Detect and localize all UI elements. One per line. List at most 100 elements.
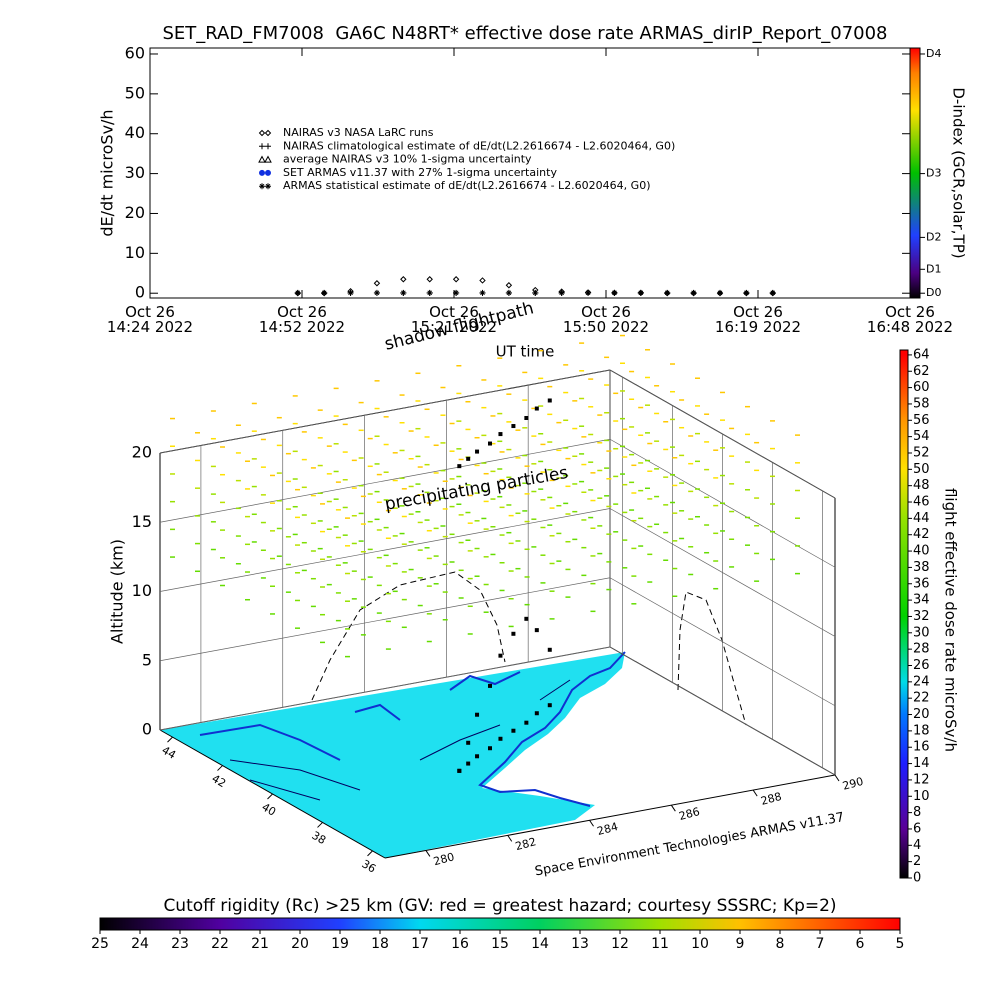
colorbar-tick-label: 5: [896, 936, 905, 952]
colorbar-tick-label: 0: [913, 871, 921, 886]
shadow-point: [511, 424, 516, 429]
ground-track-point: [498, 736, 503, 741]
colorbar: [899, 349, 909, 879]
y-axis-label: dE/dt microSv/h: [98, 109, 117, 236]
diamond-marker: [258, 129, 266, 137]
diamond-marker: [479, 277, 486, 284]
flight-point: [534, 628, 539, 633]
asterisk-marker: [479, 289, 486, 296]
z-tick-label: 5: [142, 650, 152, 669]
legend-label: NAIRAS v3 NASA LaRC runs: [283, 126, 434, 139]
colorbar-tick-label: 36: [913, 576, 930, 591]
y-tick-label: 40: [125, 123, 145, 142]
shadow-point: [475, 449, 480, 454]
colorbar-tick-label: 23: [171, 936, 189, 952]
diamond-marker: [452, 276, 460, 283]
colorbar-tick-label: 62: [913, 364, 930, 379]
lat-tick-label: 38: [309, 829, 328, 847]
legend-label: NAIRAS climatological estimate of dE/dt(…: [283, 139, 675, 152]
coastline: [199, 651, 626, 807]
plus-marker: [265, 143, 271, 150]
z-tick-label: 10: [132, 581, 152, 600]
colorbar-tick-label: 9: [736, 936, 745, 952]
shadow-point: [547, 398, 552, 403]
lon-tick-label: 284: [596, 820, 620, 838]
x-tick-label: Oct 26 14:24 2022: [106, 303, 194, 336]
colorbar-tick-label: 16: [913, 740, 930, 755]
cutoff-contour: [677, 591, 747, 726]
diamond-marker: [505, 282, 513, 289]
lat-tick-label: 44: [159, 744, 178, 762]
colorbar-tick-label: 24: [913, 674, 930, 689]
z-tick-label: 0: [142, 720, 152, 739]
colorbar-tick-label: 18: [371, 936, 389, 952]
x-tick-label: Oct 26 16:19 2022: [714, 303, 802, 336]
colorbar-tick-label: 46: [913, 495, 930, 510]
colorbar: [99, 917, 901, 931]
colorbar-tick-label: 4: [913, 838, 921, 853]
lon-tick: [752, 789, 758, 797]
diamond-marker: [400, 276, 407, 283]
z-axis-label: Altitude (km): [108, 539, 127, 644]
asterisk-marker: [505, 289, 512, 296]
legend-label: average NAIRAS v3 10% 1-sigma uncertaint…: [283, 153, 532, 166]
ground-track-point: [457, 768, 462, 773]
asterisk-marker: [532, 289, 539, 296]
colorbar-tick-label: 25: [91, 936, 109, 952]
colorbar-tick-label: 40: [913, 544, 930, 559]
chart-title: SET_RAD_FM7008 GA6C N48RT* effective dos…: [162, 23, 887, 44]
colorbar-tick-label: D2: [926, 230, 941, 243]
lon-tick-label: 282: [514, 835, 538, 853]
lon-tick-label: 290: [841, 775, 865, 793]
colorbar-tick-label: 8: [776, 936, 785, 952]
colorbar-tick-label: 18: [913, 723, 930, 738]
colorbar-label: flight effective dose rate microSv/h: [942, 488, 960, 752]
colorbar-tick-label: 10: [691, 936, 709, 952]
ground-track-point: [488, 746, 492, 751]
lon-tick: [507, 835, 513, 842]
colorbar: [909, 47, 921, 299]
lat-tick: [367, 850, 373, 857]
colorbar-tick-label: 22: [211, 936, 229, 952]
dot-marker: [259, 169, 265, 176]
flight-point: [498, 653, 503, 658]
colorbar-tick-label: 21: [251, 936, 269, 952]
diamond-marker: [373, 280, 381, 287]
colorbar-tick-label: 17: [411, 936, 429, 952]
colorbar-tick-label: 11: [651, 936, 669, 952]
y-tick-label: 30: [125, 163, 145, 182]
triangle-marker: [258, 155, 266, 163]
grid-line: [159, 438, 611, 523]
colorbar-tick-label: 13: [571, 936, 589, 952]
lat-tick: [267, 793, 273, 800]
asterisk-marker: [373, 289, 380, 296]
lon-tick: [670, 804, 676, 812]
colorbar-tick-label: 19: [331, 936, 349, 952]
y-tick-label: 10: [125, 243, 145, 262]
x-tick-label: Oct 26 15:50 2022: [562, 303, 650, 336]
x-tick-label: Oct 26 16:48 2022: [866, 303, 954, 336]
shadow-point: [534, 406, 539, 411]
asterisk-marker: [690, 289, 697, 296]
triangle-marker: [264, 155, 272, 163]
y-tick-label: 50: [125, 83, 145, 102]
y-tick-label: 60: [125, 43, 145, 62]
flight-point: [524, 616, 529, 621]
asterisk-marker: [426, 289, 433, 296]
coastline: [229, 679, 571, 801]
colorbar-tick-label: 15: [491, 936, 509, 952]
y-tick-label: 20: [125, 203, 145, 222]
x-tick-label: Oct 26 14:52 2022: [258, 303, 346, 336]
lat-tick: [217, 765, 223, 771]
grid-line: [159, 369, 611, 454]
colorbar-tick-label: 7: [816, 936, 825, 952]
ground-track-point: [466, 761, 471, 766]
colorbar-label: D-index (GCR,solar,TP): [950, 87, 968, 258]
lat-tick-label: 42: [209, 772, 228, 790]
grid-line: [159, 646, 611, 731]
box-edge: [384, 774, 836, 859]
lon-tick: [834, 774, 840, 782]
colorbar-tick-label: 50: [913, 462, 930, 477]
colorbar-tick-label: 14: [531, 936, 549, 952]
asterisk-marker: [294, 289, 301, 296]
